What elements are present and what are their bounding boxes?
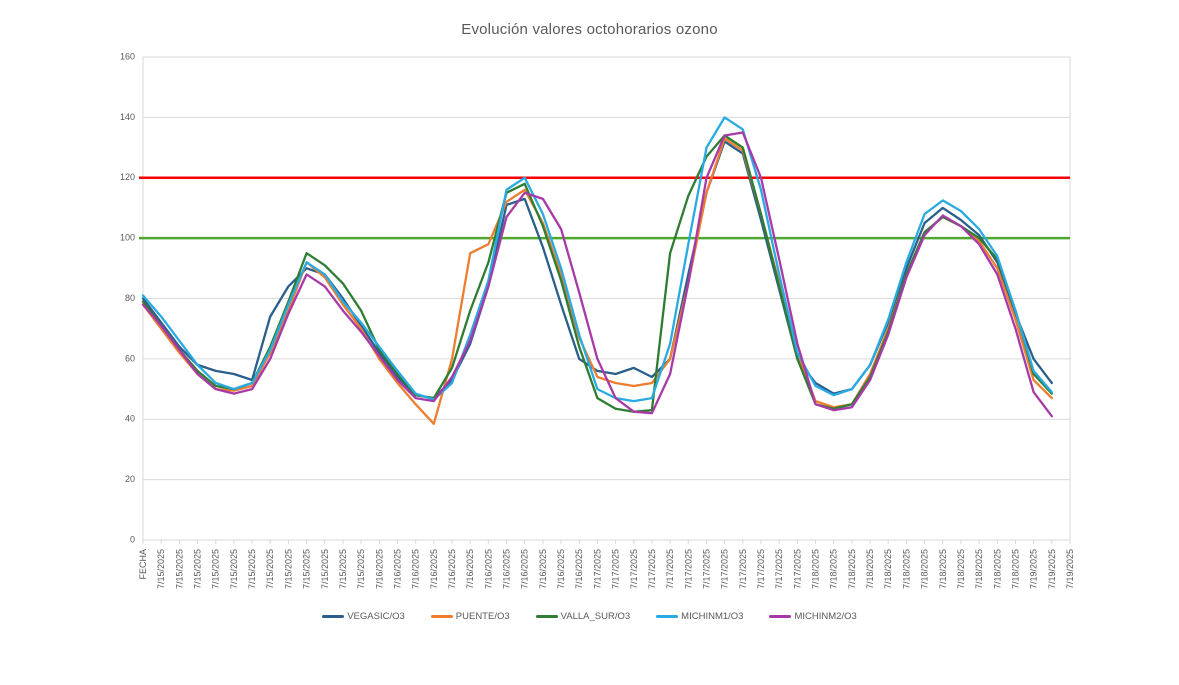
legend-swatch-icon (322, 615, 345, 618)
x-axis-tick-label: 7/18/2025 (938, 549, 948, 589)
legend-swatch-icon (430, 615, 453, 618)
y-axis-tick-label: 20 (125, 474, 135, 484)
x-axis-tick-label: 7/18/2025 (901, 549, 911, 589)
legend-label: MICHINM1/O3 (681, 611, 744, 622)
x-axis-tick-label: 7/15/2025 (229, 549, 239, 589)
legend-swatch-icon (535, 615, 558, 618)
legend-item-valla-sur-o3: VALLA_SUR/O3 (535, 611, 631, 622)
chart-legend: VEGASIC/O3 PUENTE/O3 VALLA_SUR/O3 MICHINM1/… (0, 611, 1179, 622)
x-axis-tick-label: 7/16/2025 (502, 549, 512, 589)
x-axis-tick-label: 7/18/2025 (829, 549, 839, 589)
x-axis-tick-label: 7/15/2025 (247, 549, 257, 589)
x-axis-tick-label: 7/17/2025 (792, 549, 802, 589)
x-axis-tick-label: 7/16/2025 (429, 549, 439, 589)
x-axis-tick-label: 7/17/2025 (683, 549, 693, 589)
x-axis-tick-label: 7/16/2025 (447, 549, 457, 589)
legend-item-michinm2-o3: MICHINM2/O3 (769, 611, 857, 622)
x-axis-tick-label: 7/16/2025 (538, 549, 548, 589)
legend-label: PUENTE/O3 (455, 611, 510, 622)
chart-title: Evolución valores octohorarios ozono (461, 21, 718, 38)
x-axis-tick-label: 7/17/2025 (629, 549, 639, 589)
y-axis-tick-label: 0 (130, 534, 135, 544)
y-axis-tick-label: 100 (120, 233, 135, 243)
x-axis-tick-label: 7/17/2025 (738, 549, 748, 589)
x-axis-tick-label: 7/18/2025 (920, 549, 930, 589)
y-axis-tick-label: 60 (125, 353, 135, 363)
x-axis-tick-label: 7/15/2025 (283, 549, 293, 589)
legend-label: MICHINM2/O3 (794, 611, 857, 622)
legend-item-puente-o3: PUENTE/O3 (430, 611, 510, 622)
x-axis-tick-label: 7/16/2025 (411, 549, 421, 589)
x-axis-tick-label: 7/16/2025 (483, 549, 493, 589)
legend-item-michinm1-o3: MICHINM1/O3 (656, 611, 743, 622)
x-axis-tick-label: 7/17/2025 (611, 549, 621, 589)
x-axis-tick-label: 7/17/2025 (592, 549, 602, 589)
y-axis-tick-label: 120 (120, 172, 135, 182)
series-line-puente-o3 (141, 137, 1053, 425)
x-axis-tick-label: 7/18/2025 (883, 549, 893, 589)
x-axis-tick-label: 7/19/2025 (1029, 549, 1039, 589)
series-line-michinm2-o3 (141, 131, 1053, 418)
x-axis-tick-label: 7/15/2025 (156, 549, 166, 589)
legend-label: VALLA_SUR/O3 (560, 611, 631, 622)
x-axis-tick-label: 7/17/2025 (701, 549, 711, 589)
x-axis-tick-label: 7/15/2025 (356, 549, 366, 589)
x-axis-tick-label: 7/19/2025 (1065, 549, 1075, 589)
series-line-michinm1-o3 (141, 116, 1053, 403)
x-axis-tick-label: FECHA (138, 549, 148, 580)
x-axis-tick-label: 7/15/2025 (338, 549, 348, 589)
x-axis-tick-label: 7/18/2025 (974, 549, 984, 589)
x-axis-tick-label: 7/16/2025 (520, 549, 530, 589)
x-axis-tick-label: 7/17/2025 (720, 549, 730, 589)
y-axis-tick-label: 140 (120, 112, 135, 122)
x-axis-tick-label: 7/17/2025 (665, 549, 675, 589)
x-axis-tick-label: 7/19/2025 (1047, 549, 1057, 589)
series-line-vegasic-o3 (141, 140, 1053, 400)
x-axis-tick-label: 7/18/2025 (956, 549, 966, 589)
x-axis-tick-label: 7/15/2025 (211, 549, 221, 589)
x-axis-tick-label: 7/15/2025 (265, 549, 275, 589)
x-axis-tick-label: 7/16/2025 (392, 549, 402, 589)
y-axis-tick-label: 160 (120, 51, 135, 61)
x-axis-tick-label: 7/15/2025 (174, 549, 184, 589)
legend-swatch-icon (769, 615, 792, 618)
x-axis-tick-label: 7/18/2025 (847, 549, 857, 589)
legend-swatch-icon (656, 615, 679, 618)
x-axis-tick-label: 7/15/2025 (193, 549, 203, 589)
x-axis-tick-label: 7/18/2025 (865, 549, 875, 589)
x-axis-tick-label: 7/17/2025 (756, 549, 766, 589)
legend-item-vegasic-o3: VEGASIC/O3 (322, 611, 405, 622)
x-axis-tick-label: 7/16/2025 (374, 549, 384, 589)
x-axis-tick-label: 7/18/2025 (992, 549, 1002, 589)
x-axis-tick-label: 7/16/2025 (465, 549, 475, 589)
x-axis-tick-label: 7/16/2025 (556, 549, 566, 589)
x-axis-tick-label: 7/15/2025 (302, 549, 312, 589)
x-axis-tick-label: 7/18/2025 (1010, 549, 1020, 589)
y-axis-tick-label: 40 (125, 414, 135, 424)
x-axis-tick-label: 7/18/2025 (811, 549, 821, 589)
x-axis-tick-label: 7/15/2025 (320, 549, 330, 589)
x-axis-tick-label: 7/17/2025 (647, 549, 657, 589)
x-axis-tick-label: 7/16/2025 (574, 549, 584, 589)
x-axis-tick-label: 7/17/2025 (774, 549, 784, 589)
y-axis-tick-label: 80 (125, 293, 135, 303)
legend-label: VEGASIC/O3 (347, 611, 405, 622)
